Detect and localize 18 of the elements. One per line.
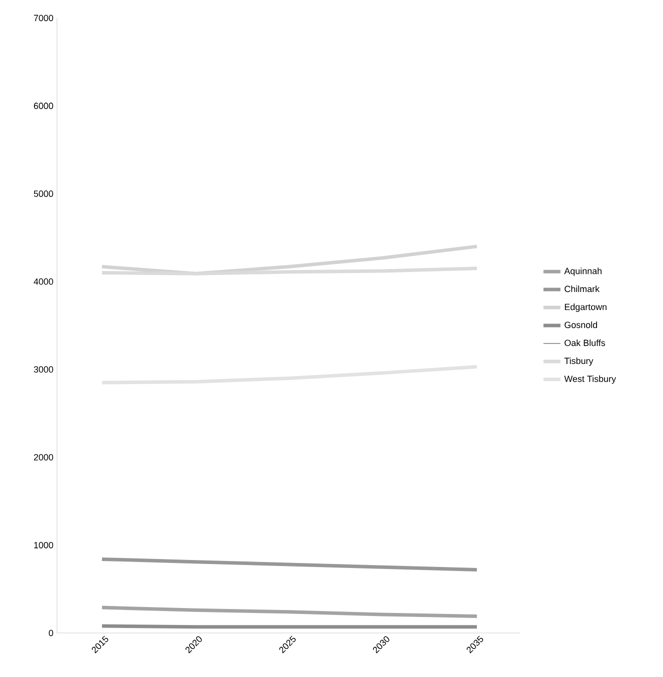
legend-label: Chilmark	[564, 286, 600, 292]
y-tick-label: 0	[48, 630, 54, 636]
y-tick-label: 7000	[34, 14, 54, 22]
legend-label: Edgartown	[564, 304, 606, 312]
legend-label: Tisbury	[564, 357, 594, 366]
y-tick-label: 1000	[34, 542, 54, 548]
y-tick-label: 3000	[34, 366, 54, 373]
y-tick-label: 6000	[34, 102, 54, 110]
legend-label: Gosnold	[564, 321, 598, 328]
y-tick-label: 2000	[34, 454, 54, 460]
legend-label: West Tisbury	[564, 375, 616, 384]
legend-label: Oak Bluffs	[564, 339, 606, 346]
y-tick-label: 4000	[34, 278, 54, 285]
y-tick-label: 5000	[34, 190, 54, 197]
legend-label: Aquinnah	[564, 268, 602, 276]
line-series	[100, 557, 479, 572]
line-series	[100, 365, 479, 384]
line-series	[100, 606, 479, 618]
